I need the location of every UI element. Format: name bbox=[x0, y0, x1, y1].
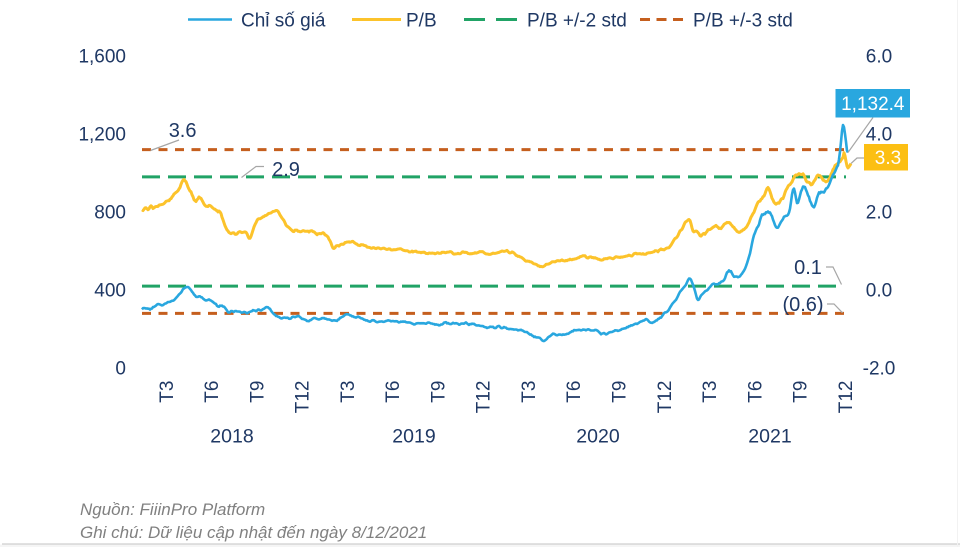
svg-text:1,200: 1,200 bbox=[78, 125, 126, 146]
svg-text:2019: 2019 bbox=[392, 426, 435, 448]
svg-text:T6: T6 bbox=[564, 381, 585, 403]
svg-text:4.0: 4.0 bbox=[866, 125, 892, 146]
svg-text:T3: T3 bbox=[157, 381, 178, 403]
svg-text:T3: T3 bbox=[519, 381, 540, 403]
svg-text:T9: T9 bbox=[610, 381, 631, 403]
svg-text:T3: T3 bbox=[338, 381, 359, 403]
svg-text:T9: T9 bbox=[247, 381, 268, 403]
svg-text:0.0: 0.0 bbox=[866, 281, 892, 302]
svg-text:400: 400 bbox=[94, 281, 126, 302]
svg-text:2.9: 2.9 bbox=[272, 159, 300, 181]
svg-text:6.0: 6.0 bbox=[866, 47, 892, 68]
svg-text:T6: T6 bbox=[202, 381, 223, 403]
svg-text:T12: T12 bbox=[474, 381, 495, 414]
svg-text:-2.0: -2.0 bbox=[863, 359, 896, 380]
svg-text:Ghi chú: Dữ liệu cập nhật đến: Ghi chú: Dữ liệu cập nhật đến ngày 8/12/… bbox=[80, 523, 427, 542]
svg-text:2.0: 2.0 bbox=[866, 203, 892, 224]
svg-text:2021: 2021 bbox=[748, 426, 791, 448]
svg-text:T9: T9 bbox=[791, 381, 812, 403]
svg-text:1,600: 1,600 bbox=[78, 47, 126, 68]
svg-text:800: 800 bbox=[94, 203, 126, 224]
svg-text:3.3: 3.3 bbox=[875, 148, 901, 169]
svg-text:P/B +/-3 std: P/B +/-3 std bbox=[693, 11, 793, 32]
svg-text:0.1: 0.1 bbox=[794, 257, 822, 279]
svg-text:2020: 2020 bbox=[576, 426, 620, 448]
svg-text:T12: T12 bbox=[293, 381, 314, 414]
svg-text:T6: T6 bbox=[383, 381, 404, 403]
svg-text:T12: T12 bbox=[836, 381, 857, 414]
svg-text:Chỉ số giá: Chỉ số giá bbox=[241, 11, 326, 32]
svg-text:P/B: P/B bbox=[406, 11, 437, 32]
svg-text:T9: T9 bbox=[428, 381, 449, 403]
svg-text:0: 0 bbox=[115, 359, 126, 380]
svg-text:(0.6): (0.6) bbox=[782, 294, 823, 316]
svg-text:T3: T3 bbox=[700, 381, 721, 403]
svg-text:2018: 2018 bbox=[210, 426, 253, 448]
svg-text:Nguồn: FiiinPro Platform: Nguồn: FiiinPro Platform bbox=[80, 500, 265, 519]
svg-text:P/B +/-2 std: P/B +/-2 std bbox=[527, 11, 627, 32]
svg-text:3.6: 3.6 bbox=[169, 120, 197, 142]
svg-text:1,132.4: 1,132.4 bbox=[841, 94, 905, 115]
svg-text:T6: T6 bbox=[745, 381, 766, 403]
svg-text:T12: T12 bbox=[655, 381, 676, 414]
